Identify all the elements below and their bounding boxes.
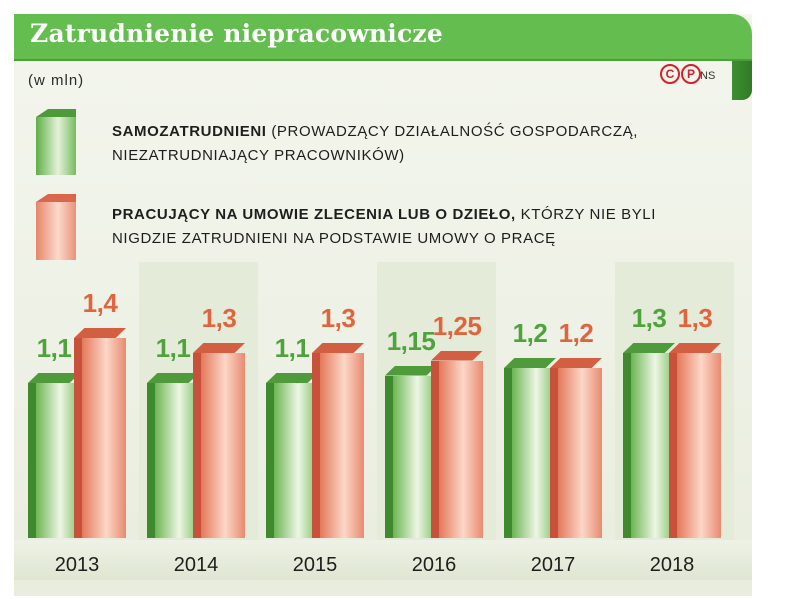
bar-contract-2013 bbox=[74, 328, 126, 538]
bar-side-face bbox=[669, 353, 677, 538]
legend-label-bold: Pracujący na umowie zlecenia lub o dzieł… bbox=[112, 206, 516, 223]
bar-front-face bbox=[439, 360, 483, 538]
bar-top-face bbox=[623, 343, 675, 353]
data-label: 1,3 bbox=[320, 303, 356, 333]
bar-front-face bbox=[82, 338, 126, 538]
bar-side-face bbox=[28, 383, 36, 538]
title-bar-fold bbox=[732, 61, 752, 100]
bar-front-face bbox=[155, 383, 199, 538]
bar-self-employed-2017 bbox=[504, 358, 556, 538]
data-label: 1,2 bbox=[512, 318, 548, 348]
bar-side-face bbox=[312, 353, 320, 538]
bar-front-face bbox=[36, 383, 80, 538]
bar-self-employed-2014 bbox=[147, 373, 199, 538]
bar-side-face bbox=[74, 338, 82, 538]
bar-contract-2017 bbox=[550, 358, 602, 538]
bar-top-face bbox=[385, 365, 437, 376]
data-label: 1,15 bbox=[386, 325, 436, 356]
bar-contract-2014 bbox=[193, 343, 245, 538]
bar-top-face bbox=[312, 343, 364, 353]
data-label: 1,1 bbox=[155, 333, 191, 363]
data-label: 1,1 bbox=[274, 333, 310, 363]
data-label: 1,3 bbox=[677, 303, 713, 333]
bar-front-face bbox=[320, 353, 364, 538]
bar-top-face bbox=[147, 373, 199, 383]
year-tick-label: 2016 bbox=[411, 554, 457, 576]
bar-contract-2018 bbox=[669, 343, 721, 538]
legend-label-rest: którzy nie byli nigdzie zatrudnieni na p… bbox=[112, 206, 657, 247]
year-tick-label: 2014 bbox=[173, 554, 219, 576]
bar-front-face bbox=[631, 353, 675, 538]
legend-item-self-employed: Samozatrudnieni (prowadzący działalność … bbox=[112, 120, 722, 168]
p-icon: P bbox=[681, 64, 701, 84]
bar-top-face bbox=[669, 343, 721, 353]
bar-top-face bbox=[431, 350, 483, 361]
bar-front-face bbox=[274, 383, 318, 538]
bar-self-employed-2018 bbox=[623, 343, 675, 538]
bar-top-face bbox=[74, 328, 126, 338]
bar-side-face bbox=[147, 383, 155, 538]
bar-self-employed-2015 bbox=[266, 373, 318, 538]
bar-side-face bbox=[550, 368, 558, 538]
bar-top-face bbox=[550, 358, 602, 368]
year-tick-label: 2018 bbox=[649, 554, 695, 576]
year-tick-label: 2013 bbox=[54, 554, 100, 576]
legend-swatch-contract bbox=[36, 202, 76, 260]
bar-side-face bbox=[266, 383, 274, 538]
bar-front-face bbox=[677, 353, 721, 538]
bar-top-face bbox=[266, 373, 318, 383]
data-label: 1,1 bbox=[36, 333, 72, 363]
bar-side-face bbox=[193, 353, 201, 538]
data-label: 1,3 bbox=[631, 303, 667, 333]
title-bar bbox=[14, 14, 752, 61]
bar-side-face bbox=[623, 353, 631, 538]
bar-side-face bbox=[504, 368, 512, 538]
data-label: 1,3 bbox=[201, 303, 237, 333]
bar-front-face bbox=[558, 368, 602, 538]
bar-top-face bbox=[193, 343, 245, 353]
bar-contract-2015 bbox=[312, 343, 364, 538]
bar-top-face bbox=[28, 373, 80, 383]
bar-side-face bbox=[431, 360, 439, 538]
bar-self-employed-2016 bbox=[385, 365, 437, 538]
data-label: 1,25 bbox=[432, 310, 482, 341]
legend-item-contract: Pracujący na umowie zlecenia lub o dzieł… bbox=[112, 203, 722, 251]
bar-front-face bbox=[393, 375, 437, 538]
legend-label-bold: Samozatrudnieni bbox=[112, 123, 267, 140]
year-tick-label: 2017 bbox=[530, 554, 576, 576]
credit-initials: NS bbox=[700, 70, 716, 82]
bar-contract-2016 bbox=[431, 350, 483, 538]
bar-self-employed-2013 bbox=[28, 373, 80, 538]
bar-front-face bbox=[512, 368, 556, 538]
c-icon: C bbox=[660, 64, 680, 84]
bar-top-face bbox=[504, 358, 556, 368]
credit-icons: C P bbox=[660, 64, 701, 84]
year-tick-label: 2015 bbox=[292, 554, 338, 576]
bar-side-face bbox=[385, 375, 393, 538]
legend-label-rest: (prowadzący działalność gospodarczą, nie… bbox=[112, 123, 638, 164]
legend-swatch-self-employed bbox=[36, 117, 76, 175]
chart-floor bbox=[14, 540, 752, 580]
bar-front-face bbox=[201, 353, 245, 538]
data-label: 1,2 bbox=[558, 318, 594, 348]
data-label: 1,4 bbox=[82, 288, 118, 318]
chart-title: Zatrudnienie niepracownicze bbox=[30, 19, 443, 48]
unit-label: (w mln) bbox=[28, 72, 85, 89]
